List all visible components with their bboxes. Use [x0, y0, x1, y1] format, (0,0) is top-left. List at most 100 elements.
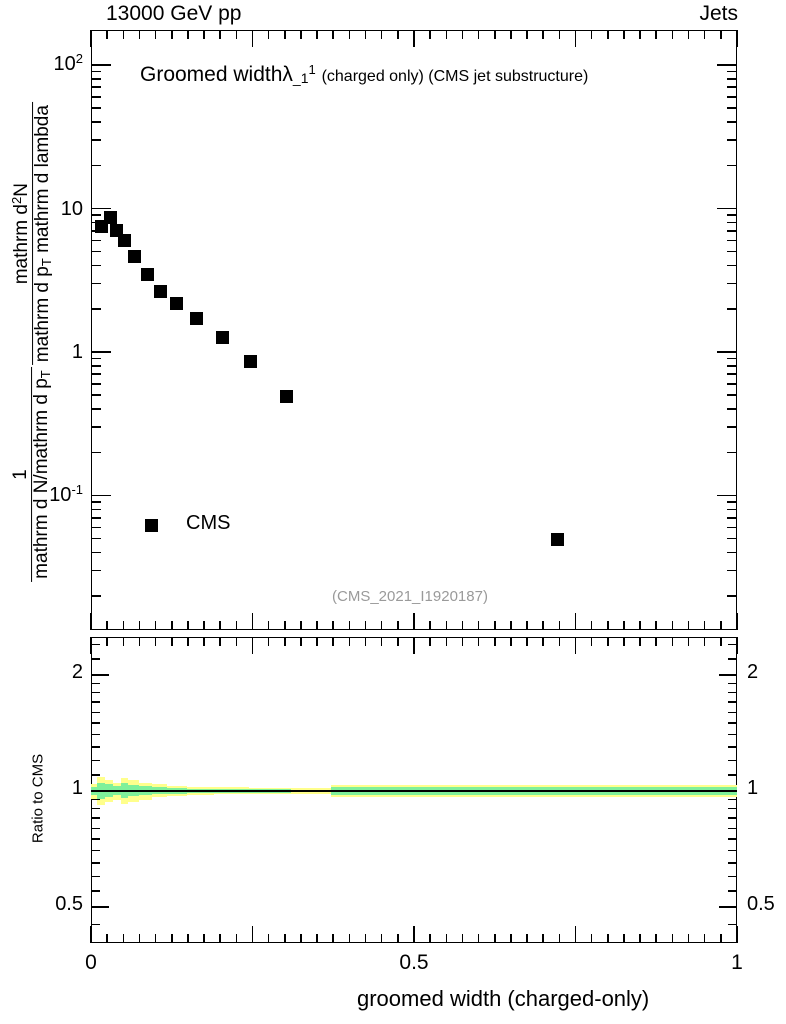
tick-mark	[728, 774, 737, 776]
tick-mark	[510, 621, 512, 630]
tick-mark	[445, 637, 448, 646]
tick-mark	[720, 637, 722, 646]
tick-mark	[728, 849, 737, 852]
tick-mark	[91, 658, 100, 660]
tick-mark	[728, 817, 737, 819]
tick-mark	[728, 643, 737, 646]
tick-mark	[727, 86, 737, 89]
tick-mark	[717, 351, 737, 353]
tick-mark	[720, 934, 722, 943]
tick-mark	[639, 30, 641, 39]
tick-mark	[91, 551, 101, 554]
tick-mark	[380, 934, 383, 943]
tick-mark	[91, 494, 111, 497]
tick-mark	[348, 934, 351, 943]
tick-mark	[154, 30, 157, 39]
tick-mark	[727, 229, 737, 232]
tick-mark	[590, 637, 593, 646]
tick-mark	[727, 383, 737, 385]
tick-mark	[429, 934, 431, 943]
tick-mark	[284, 934, 286, 943]
tick-mark	[90, 926, 92, 943]
tick-mark	[719, 906, 737, 908]
tick-mark	[727, 426, 737, 428]
tick-mark	[380, 637, 383, 646]
tick-mark	[91, 86, 101, 89]
tick-mark	[91, 674, 109, 676]
tick-mark	[671, 621, 674, 630]
tick-mark	[558, 621, 561, 630]
tick-mark	[574, 613, 577, 630]
tick-mark	[727, 308, 737, 310]
tick-mark	[187, 637, 189, 646]
tick-mark	[727, 357, 737, 360]
tick-mark	[397, 621, 399, 630]
x-axis-title: groomed width (charged-only)	[357, 986, 650, 1011]
tick-mark	[187, 934, 189, 943]
tick-mark	[364, 637, 367, 646]
tick-mark	[574, 926, 577, 943]
tick-mark	[429, 637, 431, 646]
tick-mark	[727, 264, 737, 267]
tick-mark	[639, 637, 641, 646]
tick-mark	[687, 637, 690, 646]
tick-mark	[728, 807, 737, 810]
tick-mark	[728, 691, 737, 694]
tick-mark	[251, 926, 254, 943]
y-axis-pT-sub: T	[38, 370, 54, 379]
y-axis-outer-fraction: 1 mathrm d N/mathrm d pT	[10, 367, 54, 582]
tick-mark	[203, 621, 205, 630]
data-point-marker	[550, 533, 564, 547]
tick-mark	[727, 501, 737, 503]
tick-mark	[91, 746, 100, 748]
tick-mark	[251, 30, 254, 47]
y-axis-inner-fraction: mathrm d2N mathrm d pT mathrm d lambda	[9, 102, 54, 366]
tick-mark	[526, 934, 528, 943]
tick-mark	[154, 637, 157, 646]
x-tick-label: 0	[85, 951, 97, 974]
tick-mark	[364, 934, 367, 943]
data-point-marker	[103, 211, 117, 225]
plot-title-main: Groomed width	[140, 63, 283, 86]
tick-mark	[91, 239, 101, 242]
y-tick-label: 10	[13, 198, 83, 221]
tick-mark	[397, 934, 399, 943]
tick-mark	[717, 494, 737, 497]
tick-mark	[542, 934, 544, 943]
tick-mark	[138, 934, 141, 943]
ratio-y-axis-title: Ratio to CMS	[29, 753, 47, 844]
tick-mark	[719, 674, 737, 676]
tick-mark	[300, 637, 302, 646]
ratio-y-tick-label: 2	[71, 661, 83, 683]
tick-mark	[413, 926, 415, 943]
tick-mark	[727, 569, 737, 572]
tick-mark	[727, 365, 737, 367]
tick-mark	[154, 621, 157, 630]
tick-mark	[138, 30, 141, 39]
tick-mark	[235, 637, 238, 646]
tick-mark	[493, 637, 496, 646]
tick-mark	[510, 637, 512, 646]
tick-mark	[607, 30, 609, 39]
tick-mark	[720, 621, 722, 630]
tick-mark	[106, 30, 108, 39]
tick-mark	[91, 351, 111, 353]
tick-mark	[235, 934, 238, 943]
tick-mark	[91, 722, 100, 724]
x-tick-label: 0.5	[399, 951, 429, 974]
ratio-y-tick-label: 0.5	[747, 893, 775, 915]
tick-mark	[687, 621, 690, 630]
tick-mark	[727, 164, 737, 167]
tick-mark	[203, 637, 205, 646]
tick-mark	[91, 383, 101, 385]
ratio-y-tick-label: 2	[747, 661, 759, 683]
tick-mark	[316, 621, 318, 630]
tick-mark	[728, 711, 737, 714]
tick-mark	[91, 501, 101, 503]
tick-mark	[728, 827, 737, 830]
y-tick-label: 10-1	[13, 482, 83, 507]
tick-mark	[364, 30, 367, 39]
tick-mark	[91, 862, 100, 864]
tick-mark	[526, 621, 528, 630]
tick-mark	[727, 595, 737, 597]
